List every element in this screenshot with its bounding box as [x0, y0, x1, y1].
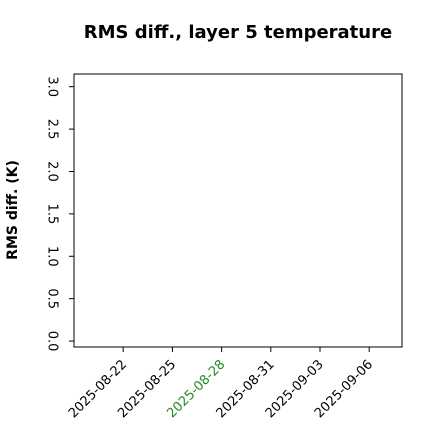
y-tick-label: 1.5 [45, 204, 60, 225]
y-tick-label: 3.0 [45, 76, 60, 97]
chart-title: RMS diff., layer 5 temperature [84, 22, 392, 43]
plot-frame [73, 73, 403, 348]
y-axis-label: RMS diff. (K) [5, 160, 21, 260]
y-tick-label: 0.0 [45, 331, 60, 352]
y-tick-label: 0.5 [45, 288, 60, 309]
y-tick-label: 2.0 [45, 161, 60, 182]
y-tick-label: 1.0 [45, 246, 60, 267]
y-tick-label: 2.5 [45, 119, 60, 140]
